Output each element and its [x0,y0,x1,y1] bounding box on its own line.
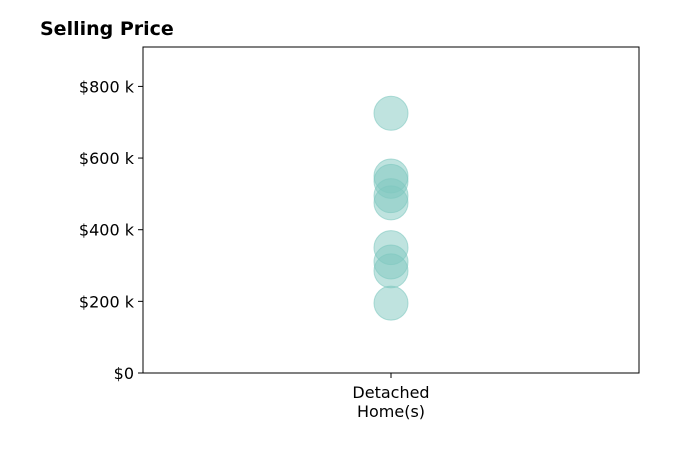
y-tick-label: $400 k [79,221,135,240]
y-tick-label: $800 k [79,77,135,96]
x-axis: Detached Home(s) [352,373,430,421]
chart-title: Selling Price [40,18,174,40]
data-points [373,95,409,321]
data-point [373,253,409,289]
data-point [373,185,409,221]
y-tick-label: $0 [114,364,134,383]
x-tick-label: Detached Home(s) [352,383,429,421]
y-tick-label: $200 k [79,292,135,311]
data-point [373,285,409,321]
y-tick-label: $600 k [79,149,135,168]
y-axis: $0 $200 k $400 k $600 k $800 k [79,77,143,383]
data-point [373,95,409,131]
